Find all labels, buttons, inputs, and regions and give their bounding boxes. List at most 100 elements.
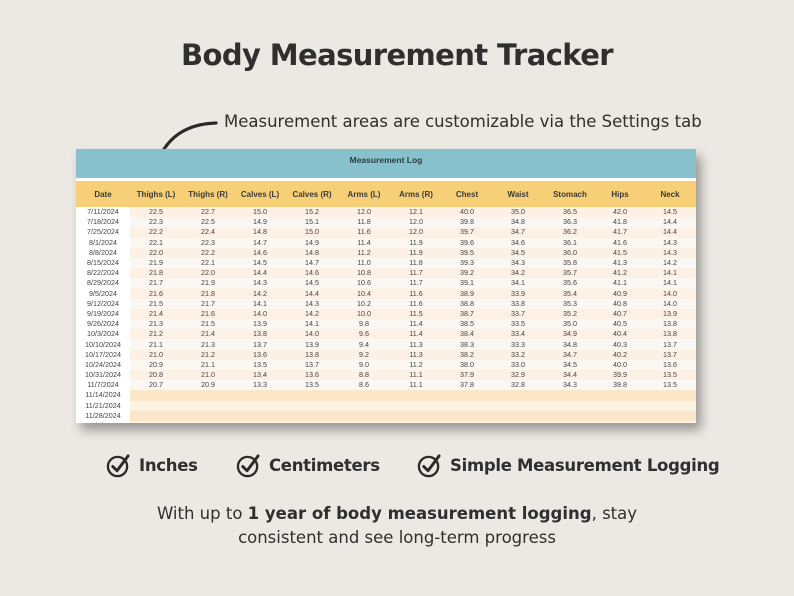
table-cell: 20.8 bbox=[130, 370, 182, 381]
table-cell: 40.4 bbox=[596, 329, 644, 340]
table-row: 10/24/2024 20.9 21.1 13.5 13.7 9.0 11.2 38.0 33.… bbox=[76, 359, 696, 370]
table-cell: 22.7 bbox=[182, 207, 234, 218]
table-cell: 21.7 bbox=[130, 278, 182, 289]
table-cell: 13.8 bbox=[286, 349, 338, 360]
table-cell: 21.6 bbox=[130, 288, 182, 299]
table-cell: 14.9 bbox=[286, 237, 338, 248]
date-cell: 8/8/2024 bbox=[76, 247, 130, 258]
table-cell bbox=[442, 400, 492, 411]
table-cell: 14.2 bbox=[286, 308, 338, 320]
table-cell: 39.1 bbox=[442, 278, 492, 289]
table-cell: 34.5 bbox=[544, 359, 596, 370]
table-cell: 13.6 bbox=[286, 370, 338, 381]
footer-prefix: With up to bbox=[156, 504, 248, 523]
table-cell: 14.2 bbox=[234, 288, 286, 299]
table-cell bbox=[596, 400, 644, 411]
table-cell bbox=[130, 420, 182, 423]
table-cell: 40.7 bbox=[596, 308, 644, 320]
table-cell: 14.3 bbox=[644, 237, 696, 248]
table-cell bbox=[338, 390, 390, 401]
column-header: Calves (L) bbox=[234, 181, 286, 207]
table-cell: 14.4 bbox=[644, 227, 696, 238]
table-cell: 21.6 bbox=[182, 308, 234, 320]
date-cell: 8/1/2024 bbox=[76, 237, 130, 248]
table-cell: 22.2 bbox=[182, 247, 234, 258]
table-cell bbox=[492, 420, 544, 423]
table-cell: 40.8 bbox=[596, 298, 644, 309]
column-header: Chest bbox=[442, 181, 492, 207]
date-cell: 10/10/2024 bbox=[76, 339, 130, 350]
table-cell: 35.4 bbox=[544, 288, 596, 299]
table-cell bbox=[544, 410, 596, 421]
table-cell: 33.7 bbox=[492, 308, 544, 320]
table-row: 7/11/2024 22.5 22.7 15.0 15.2 12.0 12.1 40.0 35.… bbox=[76, 207, 696, 218]
table-cell: 11.2 bbox=[338, 247, 390, 258]
table-row: 8/15/2024 21.9 22.1 14.5 14.7 11.0 11.8 39.3 34.… bbox=[76, 257, 696, 269]
check-circle-icon bbox=[236, 454, 260, 478]
table-cell: 39.9 bbox=[596, 370, 644, 381]
table-cell: 14.1 bbox=[644, 278, 696, 289]
table-row: 11/21/2024 bbox=[76, 400, 696, 411]
table-cell bbox=[390, 400, 442, 411]
table-cell: 33.3 bbox=[492, 339, 544, 350]
date-cell: 8/29/2024 bbox=[76, 278, 130, 289]
table-cell: 39.5 bbox=[442, 247, 492, 258]
date-cell: 8/15/2024 bbox=[76, 257, 130, 269]
table-cell: 21.2 bbox=[182, 349, 234, 360]
date-cell: 8/22/2024 bbox=[76, 268, 130, 279]
table-cell bbox=[182, 410, 234, 421]
table-cell: 13.5 bbox=[234, 359, 286, 370]
date-cell: 11/7/2024 bbox=[76, 380, 130, 391]
table-row: 7/25/2024 22.2 22.4 14.8 15.0 11.6 12.0 39.7 34.… bbox=[76, 227, 696, 238]
column-header: Waist bbox=[492, 181, 544, 207]
column-header: Thighs (L) bbox=[130, 181, 182, 207]
table-cell: 41.7 bbox=[596, 227, 644, 238]
table-cell: 21.1 bbox=[130, 339, 182, 350]
feature-item-inches: Inches bbox=[106, 453, 198, 478]
date-cell: 12/5/2024 bbox=[76, 420, 130, 423]
check-circle-icon bbox=[417, 454, 441, 478]
table-cell bbox=[442, 410, 492, 421]
table-cell: 33.8 bbox=[492, 298, 544, 309]
date-cell: 10/3/2024 bbox=[76, 329, 130, 340]
table-cell: 36.5 bbox=[544, 207, 596, 218]
table-cell: 41.6 bbox=[596, 237, 644, 248]
date-cell: 9/12/2024 bbox=[76, 298, 130, 309]
table-cell: 35.7 bbox=[544, 268, 596, 279]
table-cell: 13.9 bbox=[234, 319, 286, 330]
feature-list: Inches Centimeters Simple Measurement Lo… bbox=[0, 453, 794, 481]
table-cell: 13.3 bbox=[234, 380, 286, 391]
footer-line-2: consistent and see long-term progress bbox=[238, 528, 556, 547]
table-cell: 14.3 bbox=[286, 298, 338, 309]
table-row: 8/22/2024 21.8 22.0 14.4 14.6 10.8 11.7 39.2 34.… bbox=[76, 268, 696, 279]
table-cell: 15.0 bbox=[286, 227, 338, 238]
table-row: 11/28/2024 bbox=[76, 410, 696, 421]
table-row: 8/29/2024 21.7 21.9 14.3 14.5 10.6 11.7 39.1 34.… bbox=[76, 278, 696, 289]
table-row: 9/19/2024 21.4 21.6 14.0 14.2 10.0 11.5 38.7 33.… bbox=[76, 308, 696, 320]
table-cell: 21.0 bbox=[130, 349, 182, 360]
table-cell: 33.2 bbox=[492, 349, 544, 360]
table-cell bbox=[596, 420, 644, 423]
table-cell: 10.6 bbox=[338, 278, 390, 289]
table-cell: 39.8 bbox=[442, 217, 492, 228]
table-cell: 40.0 bbox=[442, 207, 492, 218]
table-cell: 13.6 bbox=[644, 359, 696, 370]
table-cell: 40.3 bbox=[596, 339, 644, 350]
table-cell: 14.0 bbox=[234, 308, 286, 320]
table-cell bbox=[596, 410, 644, 421]
table-cell: 11.6 bbox=[338, 227, 390, 238]
table-cell bbox=[286, 420, 338, 423]
table-cell: 38.9 bbox=[442, 288, 492, 299]
table-cell: 14.8 bbox=[286, 247, 338, 258]
date-cell: 10/24/2024 bbox=[76, 359, 130, 370]
date-cell: 11/14/2024 bbox=[76, 390, 130, 401]
table-cell: 11.5 bbox=[390, 308, 442, 320]
table-cell: 11.1 bbox=[390, 380, 442, 391]
table-cell: 11.7 bbox=[390, 268, 442, 279]
table-cell bbox=[644, 400, 696, 411]
check-circle-icon bbox=[106, 454, 130, 478]
table-cell bbox=[390, 410, 442, 421]
table-cell bbox=[390, 390, 442, 401]
table-cell: 21.5 bbox=[130, 298, 182, 309]
table-cell: 38.2 bbox=[442, 349, 492, 360]
